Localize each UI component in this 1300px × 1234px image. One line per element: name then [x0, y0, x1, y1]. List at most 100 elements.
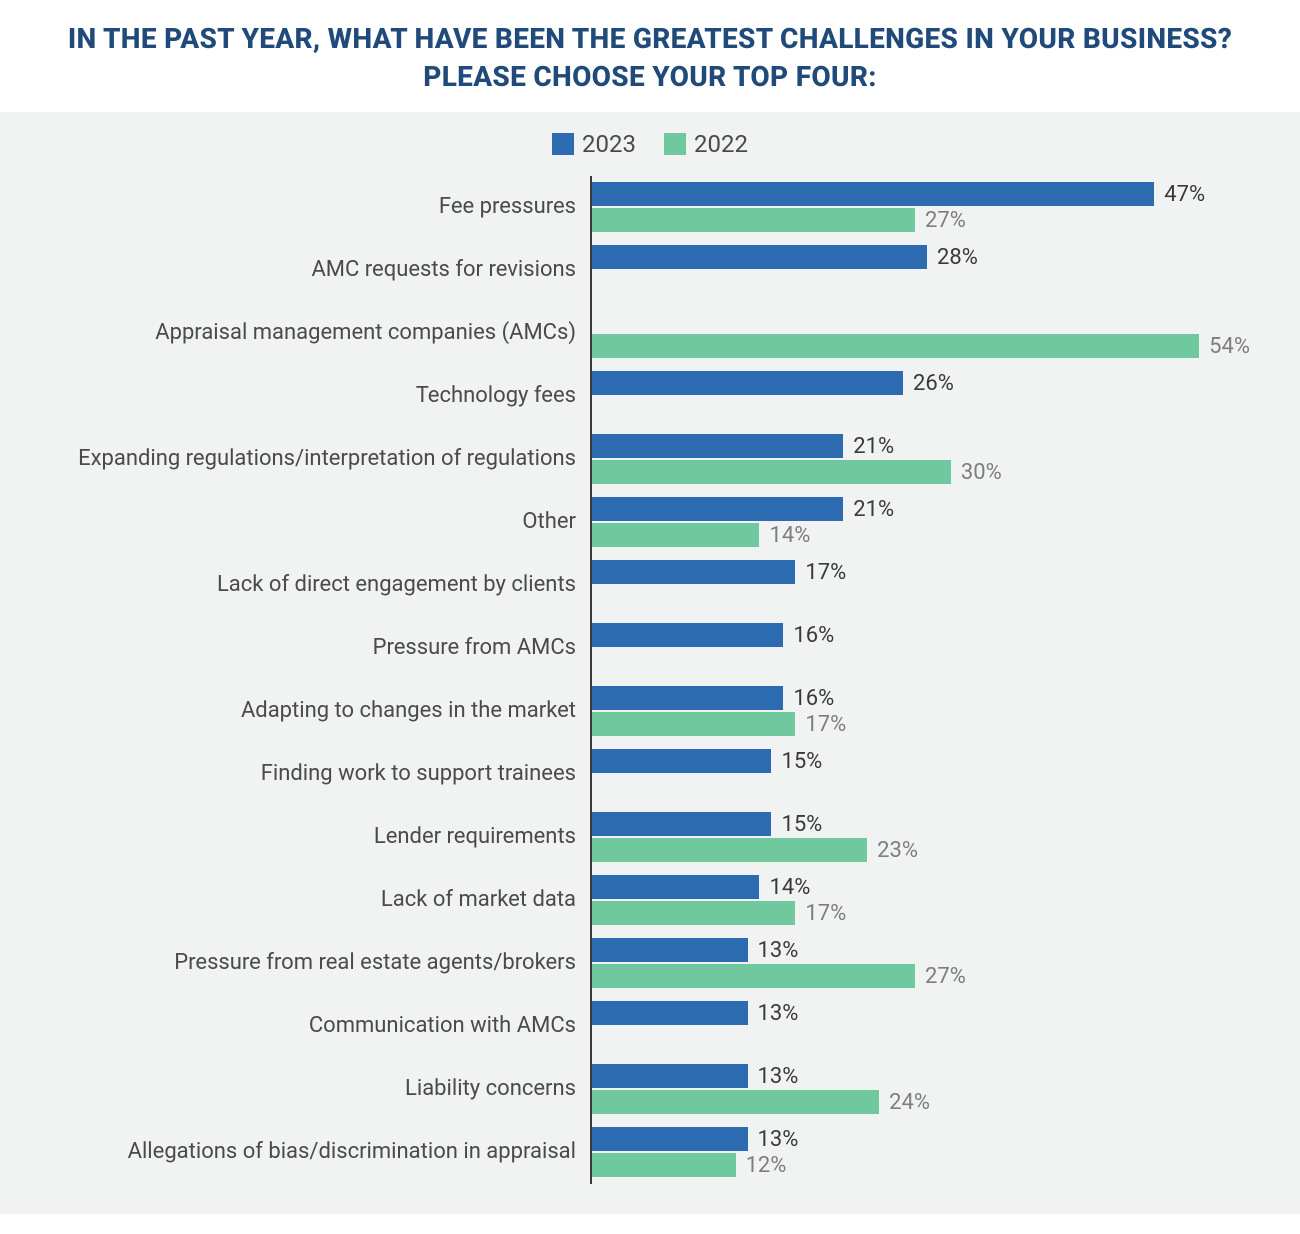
bar-2023-wrap: 16%: [592, 623, 1250, 647]
bars-row: 13% 24%: [592, 1058, 1250, 1121]
bar-2022-wrap: 14%: [592, 523, 1250, 547]
bar-2023: [592, 182, 1154, 206]
category-label-row: Lack of market data: [50, 869, 590, 932]
category-label-row: Pressure from AMCs: [50, 617, 590, 680]
bars-row: 28%: [592, 239, 1250, 302]
category-label-row: Finding work to support trainees: [50, 743, 590, 806]
bar-2023: [592, 434, 843, 458]
category-label-row: Appraisal management companies (AMCs): [50, 302, 590, 365]
bar-2022-wrap: 23%: [592, 838, 1250, 862]
bars-row: 16%: [592, 617, 1250, 680]
bars-row: 16%17%: [592, 680, 1250, 743]
category-label: Adapting to changes in the market: [50, 698, 576, 724]
value-label-2023: 15%: [781, 749, 822, 774]
category-label-row: Adapting to changes in the market: [50, 680, 590, 743]
value-label-2022: 54%: [1209, 334, 1250, 359]
bar-2023: [592, 623, 783, 647]
category-label: Fee pressures: [50, 194, 576, 220]
bar-2023-wrap: 13%: [592, 1064, 1250, 1088]
bar-2022: [592, 1153, 736, 1177]
bar-2022: [592, 208, 915, 232]
category-label-row: Fee pressures: [50, 176, 590, 239]
bar-2022-wrap: [592, 649, 1250, 673]
bar-2022: [592, 334, 1199, 358]
category-label: Other: [50, 509, 576, 535]
bar-2022-wrap: [592, 271, 1250, 295]
chart-body: Fee pressures AMC requests for revisions A…: [50, 176, 1250, 1184]
category-label: Pressure from AMCs: [50, 635, 576, 661]
bar-2022-wrap: 17%: [592, 901, 1250, 925]
bar-2023-wrap: 28%: [592, 245, 1250, 269]
category-label: Communication with AMCs: [50, 1013, 576, 1039]
legend-swatch-2023: [552, 133, 574, 155]
chart-container: IN THE PAST YEAR, WHAT HAVE BEEN THE GRE…: [0, 0, 1300, 1214]
bars-column: 47%27%28%54%26%21%30%21%14%17%16%16%17%1…: [590, 176, 1250, 1184]
bar-2022-wrap: [592, 1027, 1250, 1051]
bar-2023: [592, 1001, 748, 1025]
category-label: Appraisal management companies (AMCs): [50, 320, 576, 346]
bar-2023-wrap: 16%: [592, 686, 1250, 710]
value-label-2022: 23%: [877, 838, 918, 863]
value-label-2023: 13%: [758, 1127, 799, 1152]
value-label-2023: 16%: [793, 686, 834, 711]
bar-2022-wrap: 27%: [592, 208, 1250, 232]
category-labels-column: Fee pressures AMC requests for revisions A…: [50, 176, 590, 1184]
bar-2022: [592, 901, 795, 925]
category-label-row: Communication with AMCs: [50, 995, 590, 1058]
bar-2022-wrap: [592, 586, 1250, 610]
bar-2023: [592, 938, 748, 962]
legend-label-2022: 2022: [694, 130, 748, 158]
bar-2023-wrap: 26%: [592, 371, 1250, 395]
chart-legend: 2023 2022: [50, 130, 1250, 158]
value-label-2023: 13%: [758, 938, 799, 963]
value-label-2023: 17%: [805, 560, 846, 585]
bar-2023-wrap: 13%: [592, 938, 1250, 962]
bar-2022-wrap: 27%: [592, 964, 1250, 988]
bar-2023: [592, 875, 759, 899]
value-label-2022: 30%: [961, 460, 1002, 485]
value-label-2022: 27%: [925, 964, 966, 989]
bar-2023-wrap: 13%: [592, 1127, 1250, 1151]
legend-item-2022: 2022: [664, 130, 748, 158]
value-label-2023: 14%: [769, 875, 810, 900]
bar-2022-wrap: [592, 775, 1250, 799]
bars-row: 47%27%: [592, 176, 1250, 239]
bar-2023: [592, 245, 927, 269]
value-label-2023: 21%: [853, 434, 894, 459]
category-label: Allegations of bias/discrimination in ap…: [50, 1139, 576, 1165]
legend-label-2023: 2023: [582, 130, 636, 158]
bar-2022-wrap: 54%: [592, 334, 1250, 358]
category-label-row: Lack of direct engagement by clients: [50, 554, 590, 617]
category-label: Pressure from real estate agents/brokers: [50, 950, 576, 976]
bars-row: 13%: [592, 995, 1250, 1058]
bars-row: 26%: [592, 365, 1250, 428]
category-label-row: AMC requests for revisions: [50, 239, 590, 302]
bar-2023-wrap: 21%: [592, 497, 1250, 521]
category-label-row: Allegations of bias/discrimination in ap…: [50, 1121, 590, 1184]
bars-row: 13% 27%: [592, 932, 1250, 995]
bar-2023: [592, 686, 783, 710]
bar-2023: [592, 812, 771, 836]
bars-row: 15%: [592, 743, 1250, 806]
category-label: Technology fees: [50, 383, 576, 409]
bars-row: 21% 30%: [592, 428, 1250, 491]
category-label: Lender requirements: [50, 824, 576, 850]
bar-2022-wrap: [592, 397, 1250, 421]
bar-2023-wrap: 17%: [592, 560, 1250, 584]
bar-2023: [592, 371, 903, 395]
legend-swatch-2022: [664, 133, 686, 155]
bar-2023: [592, 1127, 748, 1151]
value-label-2023: 16%: [793, 623, 834, 648]
bar-2023-wrap: 21%: [592, 434, 1250, 458]
category-label-row: Technology fees: [50, 365, 590, 428]
bar-2022-wrap: 24%: [592, 1090, 1250, 1114]
value-label-2022: 14%: [769, 523, 810, 548]
bar-2022: [592, 712, 795, 736]
bars-row: 15%23%: [592, 806, 1250, 869]
bar-2023-wrap: 15%: [592, 749, 1250, 773]
bar-2023: [592, 560, 795, 584]
value-label-2023: 13%: [758, 1064, 799, 1089]
bar-2023: [592, 749, 771, 773]
value-label-2022: 24%: [889, 1090, 930, 1115]
bar-2022: [592, 964, 915, 988]
